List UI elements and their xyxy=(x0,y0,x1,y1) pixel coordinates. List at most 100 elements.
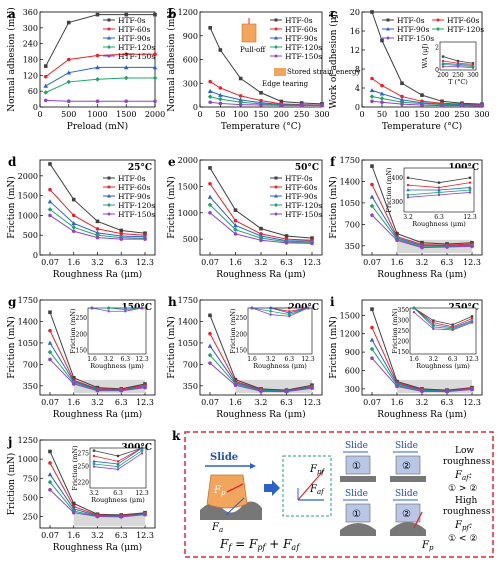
data-point-f-3 xyxy=(369,203,375,209)
decompose-arrow xyxy=(264,480,280,496)
data-point-e-4 xyxy=(259,238,263,243)
x-tick-label-g: 0.07 xyxy=(41,398,59,407)
y-tick-label-b: 900 xyxy=(183,32,198,41)
inset-point-i-0 xyxy=(470,315,474,318)
y-tick-label-j: 750 xyxy=(23,474,38,483)
x-tick-label-b: 150 xyxy=(253,110,268,119)
slide-arrow-main-head xyxy=(250,463,256,469)
chart-e: e 500 1000 1500 2000 0.07 1.6 3.2 6.3 12.3 Roughne… xyxy=(166,155,323,280)
slide-label-high-2: Slide xyxy=(395,489,418,499)
y-tick-label-c: 12 xyxy=(350,46,360,55)
legend-label-c: HTF-60s xyxy=(447,16,479,25)
data-point-d-1 xyxy=(95,227,100,231)
legend-label-b: HTF-60s xyxy=(285,25,317,34)
low-force: Faf: xyxy=(454,470,472,482)
data-point-a-3 xyxy=(43,90,49,95)
inset-y-tick-i: 300 xyxy=(398,318,410,325)
x-tick-label-c: 0 xyxy=(359,110,364,119)
y-tick-label-j: 1250 xyxy=(18,436,38,445)
chart-a: a 0 60 120 180 240 300 360 0 500 1000 1500 2000 Prelo… xyxy=(6,7,165,132)
y-tick-label-a: 240 xyxy=(23,40,38,49)
legend-label-d: HTF-60s xyxy=(118,183,150,192)
data-point-i-3 xyxy=(369,346,375,352)
y-tick-label-a: 60 xyxy=(28,87,38,96)
data-point-j-0 xyxy=(48,449,52,454)
data-point-d-2 xyxy=(47,199,53,204)
inset-point-h-2 xyxy=(287,311,292,315)
data-point-a-3 xyxy=(123,75,129,81)
data-point-d-0 xyxy=(119,228,124,233)
y-axis-label-j: Friction (mN) xyxy=(6,453,17,515)
data-point-i-4 xyxy=(370,356,374,361)
inset-point-h-4 xyxy=(306,306,310,310)
x-tick-label-h: 0.07 xyxy=(201,398,219,407)
y-axis-label-i: Friction (mN) xyxy=(328,316,339,378)
data-point-c-4 xyxy=(460,103,464,108)
inset-point-i-4 xyxy=(412,310,416,314)
chart-d: d 0 500 1000 1500 2000 0.07 1.6 3.2 6.3 12.3 Roughn… xyxy=(6,155,156,280)
data-point-f-4 xyxy=(445,245,449,249)
x-tick-label-f: 1.6 xyxy=(391,258,404,267)
x-tick-label-i: 3.2 xyxy=(416,398,429,407)
x-tick-label-h: 1.6 xyxy=(229,398,242,407)
y-tick-label-c: 8 xyxy=(355,65,360,74)
x-tick-label-e: 6.3 xyxy=(280,258,293,267)
inset-y-tick-g: 200 xyxy=(76,331,88,338)
y-tick-label-d: 0 xyxy=(33,251,38,260)
high-label-2: roughness xyxy=(443,507,491,517)
data-point-c-2 xyxy=(369,88,375,93)
data-point-j-2 xyxy=(47,472,53,477)
legend-marker-d xyxy=(107,185,111,189)
inset-x-tick-j: 12.3 xyxy=(135,490,149,497)
temp-label-d: 25°C xyxy=(128,163,152,173)
panel-label-j: j xyxy=(7,435,12,449)
inset-series-h-2 xyxy=(252,307,309,314)
inset-y-label-f: Friction (mN) xyxy=(385,167,393,213)
legend-marker-c xyxy=(436,27,440,31)
data-point-e-2 xyxy=(233,223,238,228)
data-point-i-4 xyxy=(395,384,399,389)
data-point-d-3 xyxy=(71,224,77,230)
inset-x-label-i: Roughness (μm) xyxy=(416,362,470,370)
data-point-i-1 xyxy=(370,325,374,330)
inset-point-j-4 xyxy=(116,468,120,471)
data-point-d-0 xyxy=(71,197,76,202)
data-point-d-2 xyxy=(95,230,100,235)
x-axis-label-c: Temperature (°C) xyxy=(382,121,462,132)
inset-y-tick-g: 150 xyxy=(76,348,88,355)
data-point-a-1 xyxy=(95,53,100,58)
data-point-b-4 xyxy=(208,100,212,105)
legend-label-c: HTF-0s xyxy=(397,16,425,25)
data-point-f-4 xyxy=(470,244,474,249)
inset-point-c-4 xyxy=(456,65,460,68)
data-point-g-4 xyxy=(95,388,100,393)
inset-point-j-1 xyxy=(116,460,120,463)
data-point-b-4 xyxy=(320,103,324,108)
data-point-a-0 xyxy=(153,12,157,17)
legend-marker-c xyxy=(386,36,390,40)
legend-label-a: HTF-120s xyxy=(118,43,155,52)
fpf-vector xyxy=(297,469,325,501)
legend-label-a: HTF-150s xyxy=(118,52,155,61)
y-tick-label-j: 250 xyxy=(23,513,38,522)
x-tick-label-b: 200 xyxy=(274,110,289,119)
data-point-d-1 xyxy=(71,213,76,218)
x-axis-label-h: Roughness Ra (μm) xyxy=(216,409,305,420)
y-tick-label-d: 1000 xyxy=(18,211,38,220)
series-line-a-3 xyxy=(45,77,155,93)
data-point-g-4 xyxy=(119,388,124,393)
data-point-a-0 xyxy=(66,20,71,25)
y-axis-label-e: Friction (mN) xyxy=(166,176,177,238)
inset-point-j-0 xyxy=(92,449,96,452)
inset-point-f-1 xyxy=(468,181,472,184)
inset-point-g-4 xyxy=(107,310,110,313)
y-tick-label-d: 1500 xyxy=(18,192,38,201)
data-point-b-0 xyxy=(279,99,284,104)
inset-y-label-j: Friction (mN) xyxy=(71,445,79,491)
data-point-e-0 xyxy=(284,234,289,238)
data-point-g-3 xyxy=(47,349,53,355)
x-tick-label-g: 12.3 xyxy=(136,398,154,407)
inset-point-i-1 xyxy=(470,317,474,320)
inset-point-i-1 xyxy=(432,321,435,324)
y-tick-label-c: 0 xyxy=(355,103,360,112)
